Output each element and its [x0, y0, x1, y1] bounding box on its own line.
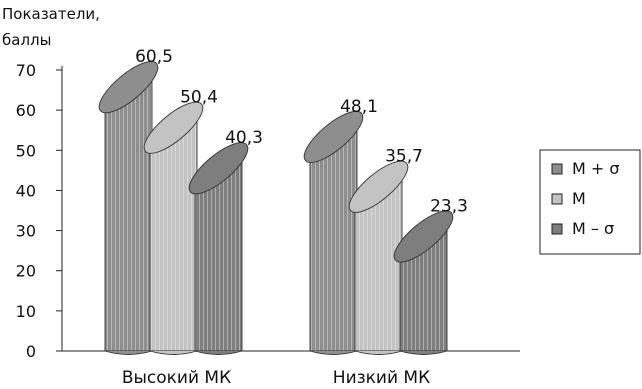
legend-label: M – σ [572, 219, 614, 238]
bar [98, 61, 159, 355]
y-tick-label: 30 [16, 222, 36, 241]
x-axis-labels: Высокий МК Низкий МК [122, 368, 430, 388]
bar [393, 210, 454, 355]
y-axis-title-line-1: Показатели, [2, 5, 100, 23]
y-tick-label: 20 [16, 262, 36, 281]
bar [188, 142, 249, 355]
y-axis: 0 10 20 30 40 50 60 70 [16, 61, 520, 361]
y-tick-label: 40 [16, 181, 36, 200]
bar [143, 101, 204, 355]
x-tick-label: Низкий МК [333, 368, 430, 385]
legend: M + σ M M – σ [539, 149, 641, 255]
legend-label: M [572, 189, 586, 208]
data-label: 48,1 [340, 97, 378, 117]
bars [98, 61, 454, 355]
data-label: 35,7 [385, 147, 423, 167]
bar [348, 160, 409, 355]
legend-label: M + σ [572, 159, 620, 178]
y-tick-label: 50 [16, 141, 36, 160]
legend-swatch [551, 223, 563, 235]
y-axis-title-line-2: баллы [2, 31, 51, 49]
data-label: 50,4 [180, 88, 218, 108]
data-labels: 60,5 50,4 40,3 48,1 35,7 23,3 [135, 47, 468, 216]
y-axis-title: Показатели, баллы [2, 5, 100, 49]
data-label: 23,3 [430, 196, 468, 216]
legend-swatch [551, 163, 563, 175]
y-tick-label: 10 [16, 302, 36, 321]
data-label: 60,5 [135, 47, 173, 67]
y-tick-label: 70 [16, 61, 36, 80]
data-label: 40,3 [225, 128, 263, 148]
legend-swatch [551, 193, 563, 205]
y-tick-label: 0 [26, 342, 36, 361]
bar [303, 110, 364, 355]
x-tick-label: Высокий МК [122, 368, 231, 385]
y-tick-label: 60 [16, 101, 36, 120]
